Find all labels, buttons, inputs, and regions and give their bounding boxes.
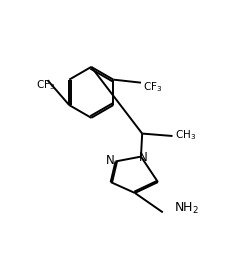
- Text: N: N: [139, 151, 148, 164]
- Text: CH$_3$: CH$_3$: [175, 128, 197, 142]
- Text: CF$_3$: CF$_3$: [35, 78, 55, 92]
- Text: NH$_2$: NH$_2$: [174, 201, 199, 216]
- Text: N: N: [106, 154, 115, 167]
- Text: CF$_3$: CF$_3$: [143, 80, 163, 94]
